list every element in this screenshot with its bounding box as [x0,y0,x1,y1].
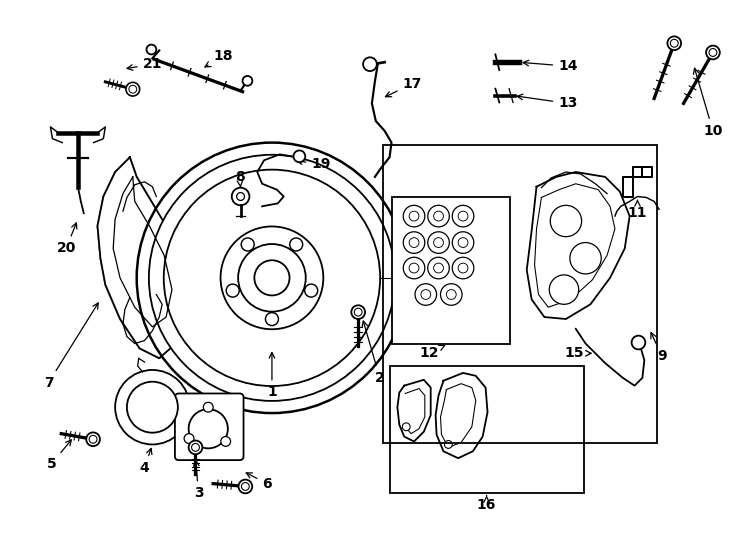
Circle shape [266,313,278,326]
Circle shape [409,211,419,221]
Circle shape [434,211,443,221]
Circle shape [409,238,419,247]
Circle shape [89,435,97,443]
Circle shape [670,39,678,47]
Text: 9: 9 [651,333,666,363]
Bar [390,366,584,494]
Circle shape [226,284,239,297]
Circle shape [129,85,137,93]
Text: 16: 16 [477,495,496,512]
Circle shape [294,151,305,162]
Circle shape [355,308,362,316]
FancyBboxPatch shape [175,394,244,460]
Text: 11: 11 [628,200,647,220]
Circle shape [305,284,318,297]
Text: 1: 1 [267,353,277,400]
Circle shape [434,238,443,247]
Circle shape [409,263,419,273]
Circle shape [241,483,250,490]
Circle shape [440,284,462,305]
Text: 14: 14 [523,59,578,73]
Circle shape [452,205,474,227]
Text: 7: 7 [44,303,98,390]
Circle shape [137,143,407,413]
Polygon shape [527,172,630,319]
Circle shape [428,232,449,253]
Circle shape [238,244,306,312]
Text: 19: 19 [297,157,330,171]
Bar [393,197,510,343]
Circle shape [192,443,200,451]
Circle shape [458,263,468,273]
Polygon shape [98,157,184,358]
Circle shape [189,409,228,448]
Polygon shape [435,373,487,458]
Circle shape [458,238,468,247]
Circle shape [239,480,252,494]
Text: 13: 13 [517,94,578,110]
Polygon shape [397,380,431,442]
Circle shape [631,336,645,349]
Circle shape [236,193,244,200]
Polygon shape [622,167,653,197]
Text: 3: 3 [194,461,203,501]
Circle shape [403,232,425,253]
Circle shape [706,45,720,59]
Circle shape [241,238,254,251]
Circle shape [242,76,252,86]
Circle shape [428,257,449,279]
Circle shape [458,211,468,221]
Text: 6: 6 [246,473,272,491]
Circle shape [434,263,443,273]
Circle shape [189,441,203,454]
Circle shape [147,45,156,55]
Text: 5: 5 [46,440,71,471]
Text: 2: 2 [362,321,385,385]
Circle shape [667,36,681,50]
Circle shape [255,260,289,295]
Circle shape [352,305,365,319]
Circle shape [709,49,717,56]
Circle shape [220,226,324,329]
Circle shape [115,370,189,444]
Circle shape [403,205,425,227]
Text: 12: 12 [419,346,445,360]
Text: 8: 8 [235,170,244,187]
Circle shape [549,275,578,305]
Text: 20: 20 [57,223,77,255]
Circle shape [86,433,100,446]
Text: 15: 15 [564,346,591,360]
Circle shape [452,232,474,253]
Text: 17: 17 [385,77,422,97]
Circle shape [446,289,456,299]
Circle shape [421,289,431,299]
Bar [382,145,657,443]
Circle shape [203,402,213,412]
Circle shape [570,242,601,274]
Circle shape [550,205,581,237]
Circle shape [444,441,452,448]
Text: 18: 18 [205,49,233,67]
Circle shape [127,382,178,433]
Circle shape [402,423,410,431]
Circle shape [184,434,194,443]
Circle shape [221,436,230,447]
Text: 4: 4 [139,448,152,475]
Circle shape [428,205,449,227]
Circle shape [232,188,250,205]
Circle shape [415,284,437,305]
Circle shape [452,257,474,279]
Text: 10: 10 [694,68,723,138]
Circle shape [164,170,380,386]
Circle shape [363,57,377,71]
Circle shape [126,82,139,96]
Text: 21: 21 [127,57,162,71]
Circle shape [149,155,395,401]
Circle shape [403,257,425,279]
Circle shape [290,238,302,251]
